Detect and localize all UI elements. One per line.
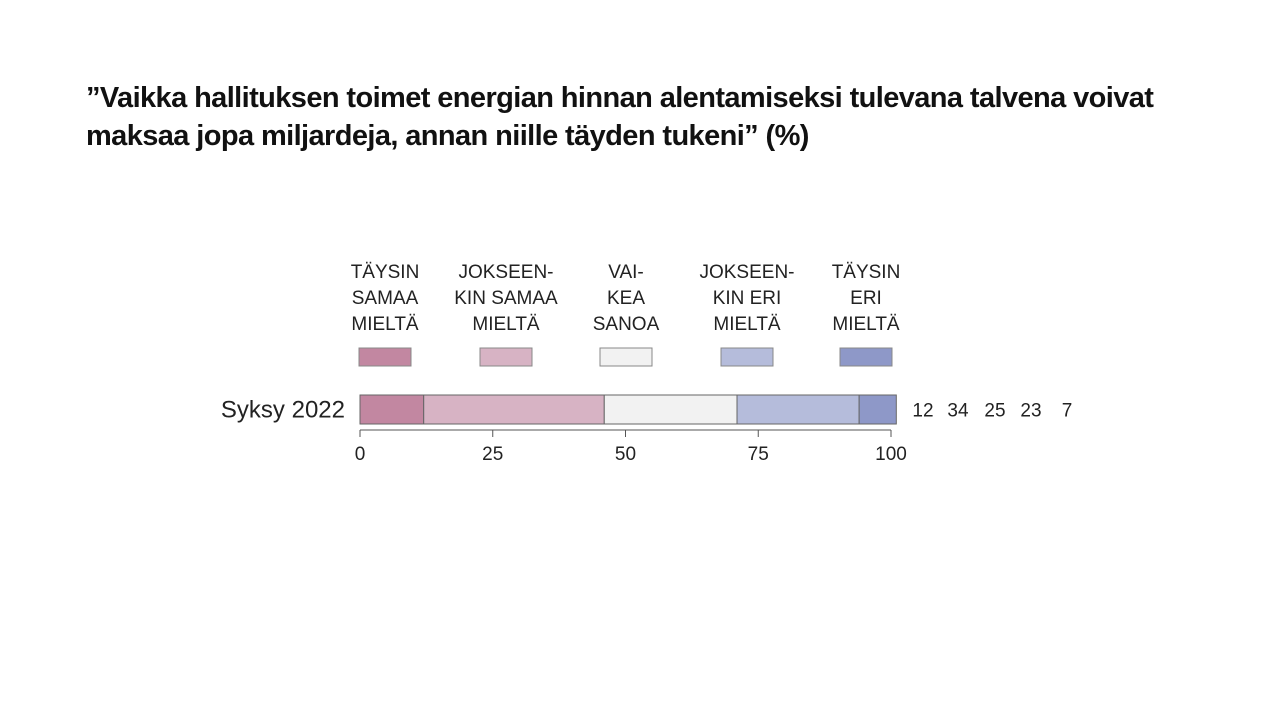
legend-label: JOKSEEN-	[699, 262, 794, 283]
legend-swatch	[720, 347, 774, 367]
legend-label: KEA	[607, 288, 645, 309]
legend-label: MIELTÄ	[713, 314, 781, 335]
x-tick-label: 50	[615, 444, 636, 465]
value-label: 7	[1062, 401, 1073, 422]
x-tick-label: 0	[355, 444, 366, 465]
legend-label: VAI-	[608, 262, 644, 283]
chart-title: ”Vaikka hallituksen toimet energian hinn…	[86, 82, 1154, 152]
bar-segment	[736, 394, 860, 425]
bar-segment	[858, 394, 897, 425]
value-label: 12	[912, 401, 933, 422]
x-tick-label: 100	[875, 444, 907, 465]
value-label: 23	[1020, 401, 1041, 422]
bar-segment	[359, 394, 425, 425]
legend-swatch	[479, 347, 533, 367]
legend-label: SAMAA	[352, 288, 419, 309]
value-label: 34	[947, 401, 969, 422]
bar-segment	[603, 394, 738, 425]
legend-label: KIN ERI	[713, 288, 782, 309]
legend-label: MIELTÄ	[472, 314, 540, 335]
legend-label: KIN SAMAA	[454, 288, 558, 309]
category-label: Syksy 2022	[221, 397, 345, 424]
legend-swatch	[839, 347, 893, 367]
legend-swatch	[358, 347, 412, 367]
x-tick-label: 25	[482, 444, 503, 465]
bar-segment	[423, 394, 605, 425]
legend-label: MIELTÄ	[351, 314, 419, 335]
legend-label: SANOA	[593, 314, 660, 335]
value-label: 25	[984, 401, 1005, 422]
legend-label: TÄYSIN	[832, 262, 901, 283]
x-tick-label: 75	[748, 444, 769, 465]
legend-label: JOKSEEN-	[458, 262, 553, 283]
legend-label: MIELTÄ	[832, 314, 900, 335]
legend-label: TÄYSIN	[351, 262, 420, 283]
legend-swatch	[599, 347, 653, 367]
legend-label: ERI	[850, 288, 882, 309]
